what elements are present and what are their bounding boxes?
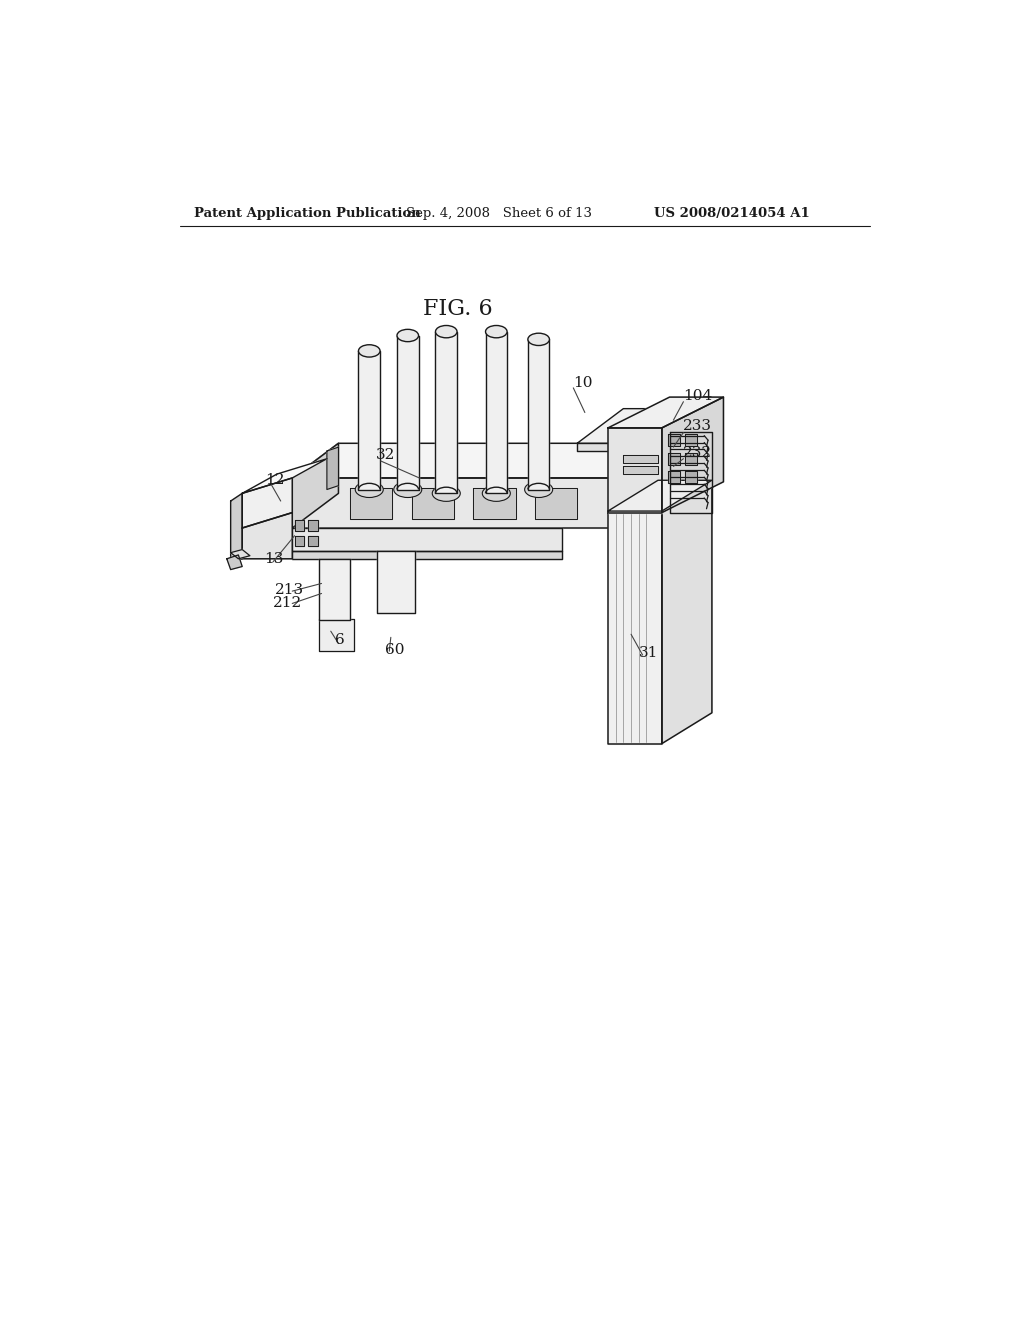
Polygon shape (685, 453, 697, 465)
Polygon shape (230, 494, 243, 562)
Text: 10: 10 (573, 376, 593, 391)
Polygon shape (243, 459, 327, 494)
Polygon shape (435, 331, 457, 494)
Polygon shape (295, 536, 304, 546)
Ellipse shape (394, 482, 422, 498)
Polygon shape (528, 339, 550, 490)
Text: 212: 212 (273, 597, 302, 610)
Polygon shape (295, 520, 304, 531)
Polygon shape (668, 471, 680, 483)
Polygon shape (685, 434, 697, 446)
Polygon shape (230, 549, 250, 558)
Polygon shape (608, 512, 662, 743)
Polygon shape (668, 453, 680, 465)
Polygon shape (624, 444, 670, 528)
Ellipse shape (355, 482, 383, 498)
Text: 13: 13 (264, 552, 284, 566)
Polygon shape (243, 512, 292, 558)
Polygon shape (662, 397, 724, 512)
Polygon shape (308, 520, 317, 531)
Text: 60: 60 (385, 643, 404, 656)
Text: 6: 6 (335, 632, 344, 647)
Ellipse shape (524, 482, 553, 498)
Text: 213: 213 (275, 582, 304, 597)
Polygon shape (624, 466, 658, 474)
Polygon shape (226, 554, 243, 570)
Polygon shape (608, 428, 662, 512)
Polygon shape (377, 552, 416, 612)
Polygon shape (292, 444, 339, 528)
Polygon shape (292, 528, 562, 552)
Polygon shape (350, 488, 392, 519)
Text: Patent Application Publication: Patent Application Publication (194, 207, 421, 220)
Polygon shape (319, 558, 350, 620)
Polygon shape (292, 478, 624, 528)
Polygon shape (308, 536, 317, 546)
Polygon shape (397, 335, 419, 490)
Ellipse shape (485, 326, 507, 338)
Polygon shape (608, 397, 724, 428)
Polygon shape (319, 619, 354, 651)
Ellipse shape (528, 333, 550, 346)
Polygon shape (358, 351, 380, 490)
Polygon shape (668, 434, 680, 446)
Text: 32: 32 (376, 447, 395, 462)
Text: 232: 232 (683, 446, 713, 459)
Polygon shape (473, 488, 515, 519)
Polygon shape (292, 444, 670, 478)
Polygon shape (327, 447, 339, 490)
Ellipse shape (432, 486, 460, 502)
Ellipse shape (482, 486, 510, 502)
Ellipse shape (397, 330, 419, 342)
Polygon shape (685, 471, 697, 483)
Polygon shape (485, 331, 507, 494)
Ellipse shape (358, 345, 380, 358)
Text: 31: 31 (639, 645, 658, 660)
Polygon shape (292, 552, 562, 558)
Text: Sep. 4, 2008   Sheet 6 of 13: Sep. 4, 2008 Sheet 6 of 13 (407, 207, 592, 220)
Polygon shape (578, 444, 624, 451)
Polygon shape (578, 409, 670, 444)
Text: 12: 12 (265, 474, 285, 487)
Text: 104: 104 (683, 388, 713, 403)
Polygon shape (535, 488, 578, 519)
Text: 233: 233 (683, 420, 713, 433)
Text: FIG. 6: FIG. 6 (423, 298, 493, 319)
Ellipse shape (435, 326, 457, 338)
Text: US 2008/0214054 A1: US 2008/0214054 A1 (654, 207, 810, 220)
Polygon shape (608, 480, 712, 511)
Polygon shape (412, 488, 454, 519)
Polygon shape (243, 478, 292, 528)
Polygon shape (662, 482, 712, 743)
Polygon shape (624, 455, 658, 462)
